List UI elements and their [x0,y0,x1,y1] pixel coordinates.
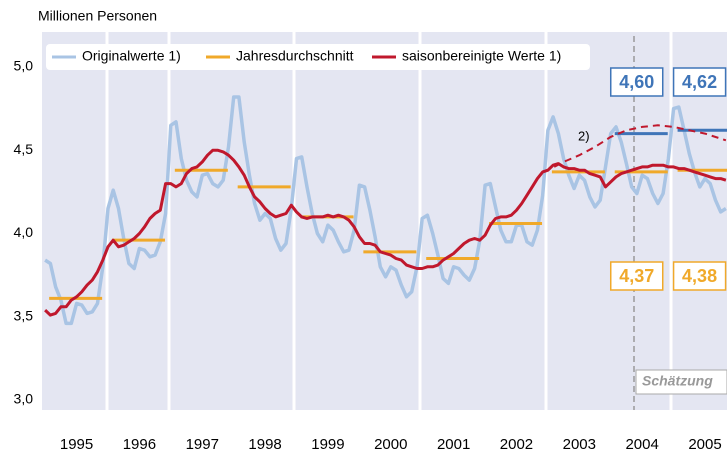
y-tick-label: 3,5 [14,307,34,323]
x-tick-label: 2000 [374,436,407,453]
x-tick-label: 2002 [500,436,533,453]
year-separators [105,32,673,410]
x-tick-label: 1998 [248,436,281,453]
legend-label: saisonbereinigte Werte 1) [402,48,561,64]
y-tick-label: 4,5 [14,141,34,157]
axis-title: Millionen Personen [38,8,157,24]
legend-label: Originalwerte 1) [82,48,181,64]
value-label-box [609,67,664,97]
value-label-box [609,261,664,291]
annotation: Schätzung [642,373,713,389]
series-line [553,124,727,168]
x-tick-label: 2005 [688,436,721,453]
y-tick-label: 4,0 [14,224,34,240]
y-tick-label: 3,0 [14,391,34,407]
x-tick-label: 1999 [311,436,344,453]
x-tick-label: 1995 [60,436,93,453]
x-tick-label: 2001 [437,436,470,453]
value-label: 4,62 [682,72,717,92]
annotation: 2) [578,128,590,143]
y-tick-label: 5,0 [14,58,34,74]
value-label: 4,38 [682,266,717,286]
annotation-box [635,369,727,395]
x-tick-label: 2003 [563,436,596,453]
legend-label: Jahresdurchschnitt [236,48,354,64]
x-tick-label: 2004 [625,436,658,453]
value-label: 4,60 [619,72,654,92]
value-label-box [672,261,727,291]
value-label: 4,37 [619,266,654,286]
series-line [44,95,727,326]
x-tick-label: 1997 [186,436,219,453]
legend-box [46,44,590,70]
series-line [44,148,727,317]
x-tick-label: 1996 [123,436,156,453]
value-label-box [672,67,727,97]
